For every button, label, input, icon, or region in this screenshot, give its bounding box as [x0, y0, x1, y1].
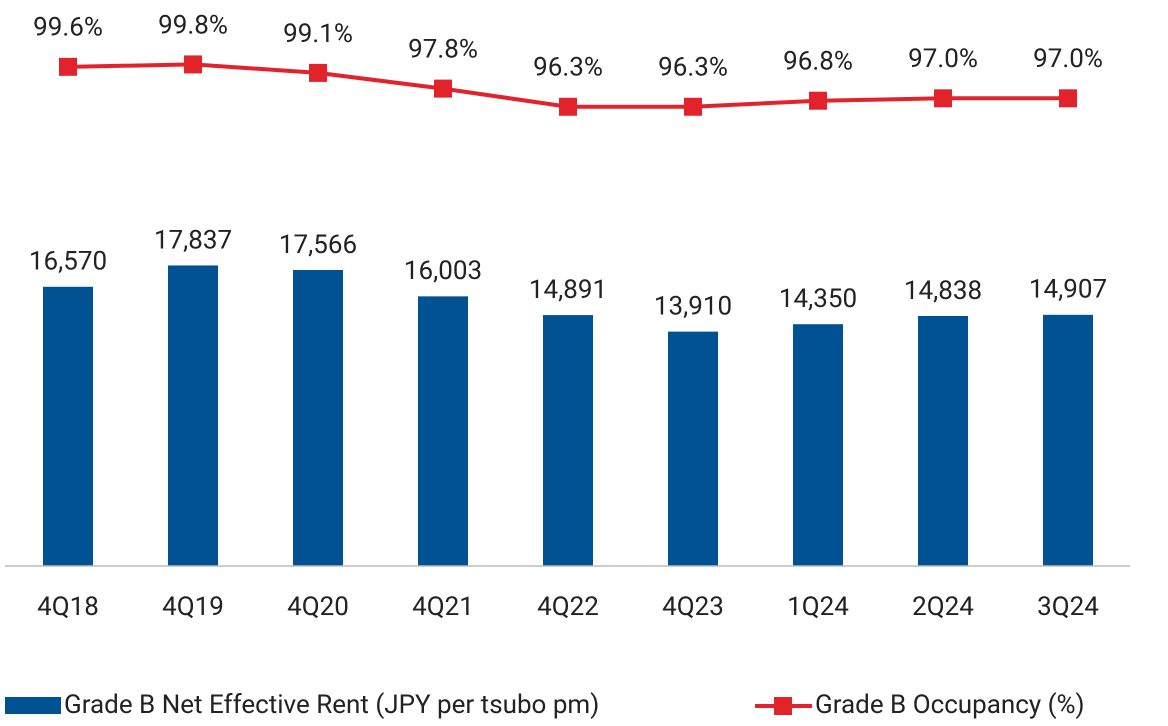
data-label: 99.1% [283, 19, 353, 49]
data-label: 99.6% [33, 13, 103, 43]
x-tick-label: 4Q21 [412, 592, 474, 622]
x-tick-label: 4Q18 [37, 592, 99, 622]
x-tick-label: 4Q22 [537, 592, 599, 622]
data-label: 97.0% [908, 44, 978, 74]
bar [793, 324, 843, 566]
marker [184, 55, 202, 74]
legend-swatch [774, 697, 792, 715]
bar [1043, 314, 1093, 566]
bar [293, 270, 343, 566]
legend-label: Grade B Occupancy (%) [815, 690, 1085, 720]
marker [559, 97, 577, 116]
data-label: 16,570 [29, 247, 107, 277]
data-label: 99.8% [158, 10, 228, 40]
data-label: 16,003 [404, 256, 482, 286]
data-label: 17,566 [279, 230, 357, 260]
legend-swatch [5, 697, 61, 714]
x-tick-label: 1Q24 [787, 592, 849, 622]
data-label: 96.3% [533, 53, 603, 83]
marker [934, 89, 952, 108]
bar [543, 315, 593, 566]
bar [668, 331, 718, 566]
marker [309, 63, 327, 82]
data-label: 14,907 [1029, 275, 1107, 305]
marker [1059, 89, 1077, 108]
marker [59, 57, 77, 76]
bar [43, 286, 93, 566]
x-tick-label: 4Q20 [287, 592, 349, 622]
x-tick-label: 4Q23 [662, 592, 724, 622]
data-label: 14,891 [529, 275, 607, 305]
x-tick-label: 2Q24 [912, 592, 974, 622]
data-label: 17,837 [154, 225, 232, 255]
x-tick-label: 4Q19 [162, 592, 224, 622]
marker [809, 91, 827, 110]
data-label: 14,350 [779, 284, 857, 314]
x-tick-label: 3Q24 [1037, 592, 1099, 622]
marker [434, 79, 452, 98]
legend-label: Grade B Net Effective Rent (JPY per tsub… [64, 690, 599, 720]
data-label: 96.3% [658, 53, 728, 83]
bar [168, 265, 218, 566]
data-label: 97.0% [1033, 44, 1103, 74]
marker [684, 97, 702, 116]
bar [918, 315, 968, 566]
data-label: 13,910 [654, 291, 732, 321]
data-label: 96.8% [783, 47, 853, 77]
bar [418, 296, 468, 566]
data-label: 97.8% [408, 34, 478, 64]
data-label: 14,838 [904, 276, 982, 306]
